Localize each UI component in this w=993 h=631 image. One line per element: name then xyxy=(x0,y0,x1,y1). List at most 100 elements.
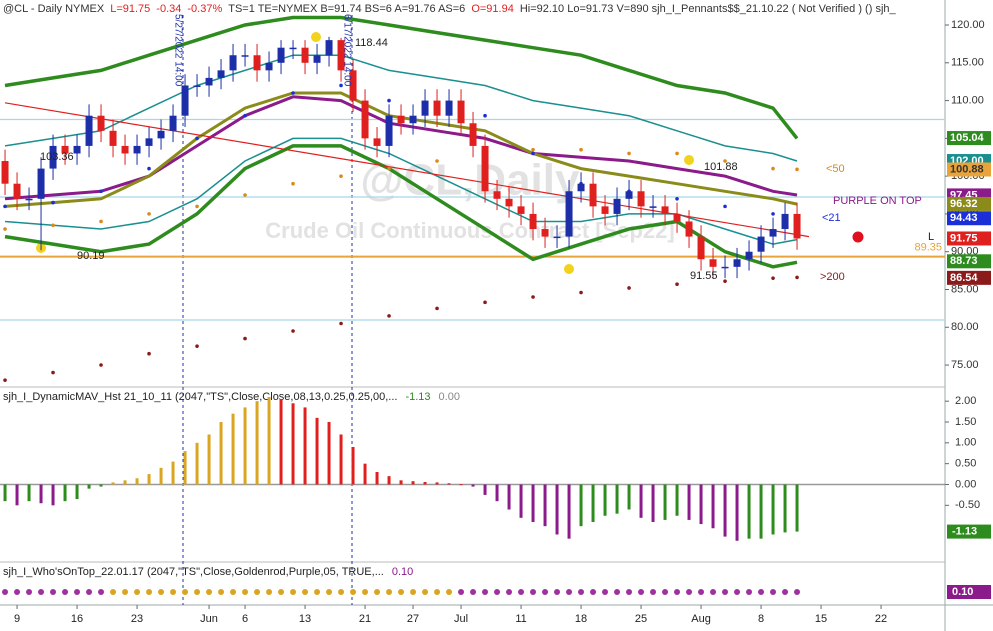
annotation: 90.19 xyxy=(77,250,105,262)
price-flag xyxy=(947,131,991,146)
indicator-dot xyxy=(387,166,391,171)
x-tick-label: 18 xyxy=(575,613,587,625)
histogram-bar xyxy=(675,484,679,516)
indicator-dot xyxy=(771,276,775,280)
state-dot xyxy=(398,589,405,595)
indicator-line xyxy=(4,54,798,162)
histogram-bar xyxy=(423,482,427,485)
y-tick-label: 80.00 xyxy=(951,321,979,333)
candle-body xyxy=(661,206,669,214)
state-dot xyxy=(290,589,297,595)
histogram-bar xyxy=(255,401,259,485)
price-flag-label: 96.32 xyxy=(950,198,978,210)
indicator-dot xyxy=(195,344,199,348)
histogram-bar xyxy=(291,403,295,485)
candle-body xyxy=(781,213,789,230)
indicator-dot xyxy=(339,321,343,326)
indicator-dot xyxy=(387,98,391,103)
candle-body xyxy=(637,191,645,207)
histogram-bar xyxy=(531,484,535,522)
state-dot xyxy=(122,589,129,595)
histogram-bar xyxy=(267,397,271,485)
x-tick-label: 27 xyxy=(407,613,419,625)
candle-body xyxy=(721,266,729,269)
state-dot xyxy=(638,589,645,595)
indicator-title: sjh_I_Who'sOnTop_22.01.17 (2047,"TS",Clo… xyxy=(3,566,413,578)
histogram-bar xyxy=(183,451,187,485)
state-dot xyxy=(254,589,261,595)
histogram-bar xyxy=(375,472,379,485)
histogram-bar xyxy=(627,484,631,510)
state-dot xyxy=(782,589,789,595)
indicator-dot xyxy=(51,370,55,375)
state-dot xyxy=(566,589,573,595)
value-flag-label: -1.13 xyxy=(952,525,977,537)
annotation: 101.88 xyxy=(704,161,738,173)
annotation: <21 xyxy=(822,212,841,224)
state-dot xyxy=(266,589,273,595)
y-tick-label: 110.00 xyxy=(951,94,984,106)
state-dot xyxy=(278,589,285,595)
indicator-dot xyxy=(99,189,103,194)
value-flag xyxy=(947,524,991,539)
x-tick-label: 21 xyxy=(359,613,371,625)
candle-body xyxy=(289,47,297,50)
candle-body xyxy=(685,221,693,237)
signal-dot xyxy=(852,231,864,243)
annotation: 103.36 xyxy=(40,151,74,163)
histogram-bar xyxy=(603,484,607,516)
candle-body xyxy=(649,206,657,208)
candle-body xyxy=(133,145,141,154)
state-dot xyxy=(338,589,345,595)
y-tick-label: 90.00 xyxy=(951,246,979,258)
state-dot xyxy=(38,589,45,595)
candle-body xyxy=(361,100,369,139)
header-part: @CL - Daily NYMEX xyxy=(3,3,105,15)
indicator-value: -1.13 xyxy=(405,391,430,403)
y-tick-label: 1.00 xyxy=(955,437,976,449)
indicator-dot xyxy=(3,227,7,231)
header: @CL - Daily NYMEX L=91.75 -0.34 -0.37% TS=1 … xyxy=(3,3,896,15)
indicator-value: 0.10 xyxy=(392,566,413,578)
candle-body xyxy=(421,100,429,116)
candle-body xyxy=(373,138,381,146)
candle-body xyxy=(325,40,333,56)
histogram-bar xyxy=(339,434,343,485)
annotation: >200 xyxy=(820,271,845,283)
candle-body xyxy=(517,206,525,214)
indicator-dot xyxy=(675,197,679,201)
indicator-dot xyxy=(771,212,775,216)
price-flag-label: 86.54 xyxy=(950,272,978,284)
state-dot xyxy=(422,589,429,595)
x-tick-label: 25 xyxy=(635,613,647,625)
state-dot xyxy=(314,589,321,595)
indicator-dot xyxy=(51,200,55,205)
candle-body xyxy=(493,191,501,199)
indicator-dot xyxy=(579,147,583,152)
histogram-bar xyxy=(507,484,511,510)
indicator-dot xyxy=(483,300,487,305)
histogram-bar xyxy=(171,461,175,485)
histogram-bar xyxy=(615,484,619,514)
histogram-bar xyxy=(123,480,127,485)
state-dot xyxy=(362,589,369,595)
histogram-bar xyxy=(3,484,7,502)
candle-body xyxy=(181,85,189,116)
x-tick-label: 16 xyxy=(71,613,83,625)
time-annotation: 6/17/2022 14:00 xyxy=(341,14,352,87)
signal-dot xyxy=(684,155,694,165)
price-flag xyxy=(947,254,991,269)
indicator-dot xyxy=(795,167,799,172)
price-flag-label: 88.73 xyxy=(950,255,978,267)
indicator-dot xyxy=(195,204,199,209)
header-part: Hi=92.10 Lo=91.73 V=890 sjh_I_Pennants$$… xyxy=(520,3,897,15)
histogram-bar xyxy=(555,484,559,535)
candle-body xyxy=(553,236,561,239)
state-dot xyxy=(62,589,69,595)
state-dot xyxy=(506,589,513,595)
histogram-bar xyxy=(351,447,355,485)
y-tick-label: 0.50 xyxy=(955,458,976,470)
candle-body xyxy=(445,100,453,116)
candle-body xyxy=(469,123,477,146)
